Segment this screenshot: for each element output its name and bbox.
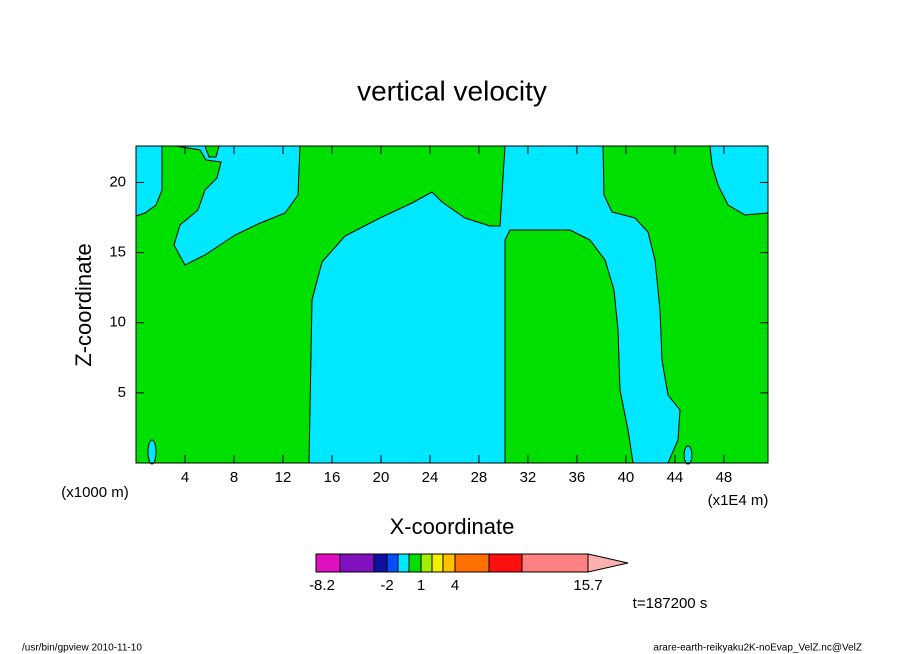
colorbar-segment [431,553,444,573]
colorbar-segment [408,553,422,573]
time-annotation: t=187200 s [633,595,708,612]
colorbar-segment [488,553,523,573]
x-tick-label: 20 [373,469,390,486]
x-tick-label: 48 [716,469,733,486]
footer-left: /usr/bin/gpview 2010-11-10 [22,643,142,654]
contour-regions [135,145,769,465]
colorbar-segment [397,553,410,573]
x-tick-label: 36 [569,469,586,486]
colorbar-segment [420,553,433,573]
colorbar-segment [386,553,399,573]
colorbar-label: -2 [380,577,393,594]
plot-frame [135,145,769,464]
colorbar-label: 4 [451,577,459,594]
contour-region [308,145,681,464]
x-tick-label: 8 [230,469,238,486]
contour-region [683,445,693,465]
colorbar-segment [339,553,375,573]
colorbar-segment [373,553,388,573]
x-tick-label: 16 [324,469,341,486]
colorbar-segment [454,553,490,573]
x-tick-label: 32 [520,469,537,486]
x-tick-label: 44 [667,469,684,486]
y-tick-label: 10 [109,314,126,331]
colorbar-label: 1 [417,577,425,594]
y-tick-label: 5 [118,384,126,401]
chart-title: vertical velocity [357,75,547,106]
colorbar-arrow [587,553,629,573]
colorbar-label: -8.2 [309,577,335,594]
x-tick-label: 4 [181,469,189,486]
y-axis-label: Z-coordinate [71,243,96,367]
x-tick-label: 40 [618,469,635,486]
y-tick-label: 15 [109,244,126,261]
contour-region [147,439,157,465]
x-axis-label: X-coordinate [390,514,515,539]
contour-region [173,145,301,266]
x-tick-label: 28 [471,469,488,486]
colorbar-segment [315,553,341,573]
footer-right: arare-earth-reikyaku2K-noEvap_VelZ.nc@Ve… [653,643,862,654]
colorbar-label: 15.7 [573,577,602,594]
x-unit: (x1000 m) [61,484,129,501]
x-unit: (x1E4 m) [708,492,769,509]
x-tick-label: 12 [275,469,292,486]
x-tick-label: 24 [422,469,439,486]
colorbar-segment [521,553,589,573]
colorbar-segment [442,553,456,573]
y-tick-label: 20 [109,173,126,190]
